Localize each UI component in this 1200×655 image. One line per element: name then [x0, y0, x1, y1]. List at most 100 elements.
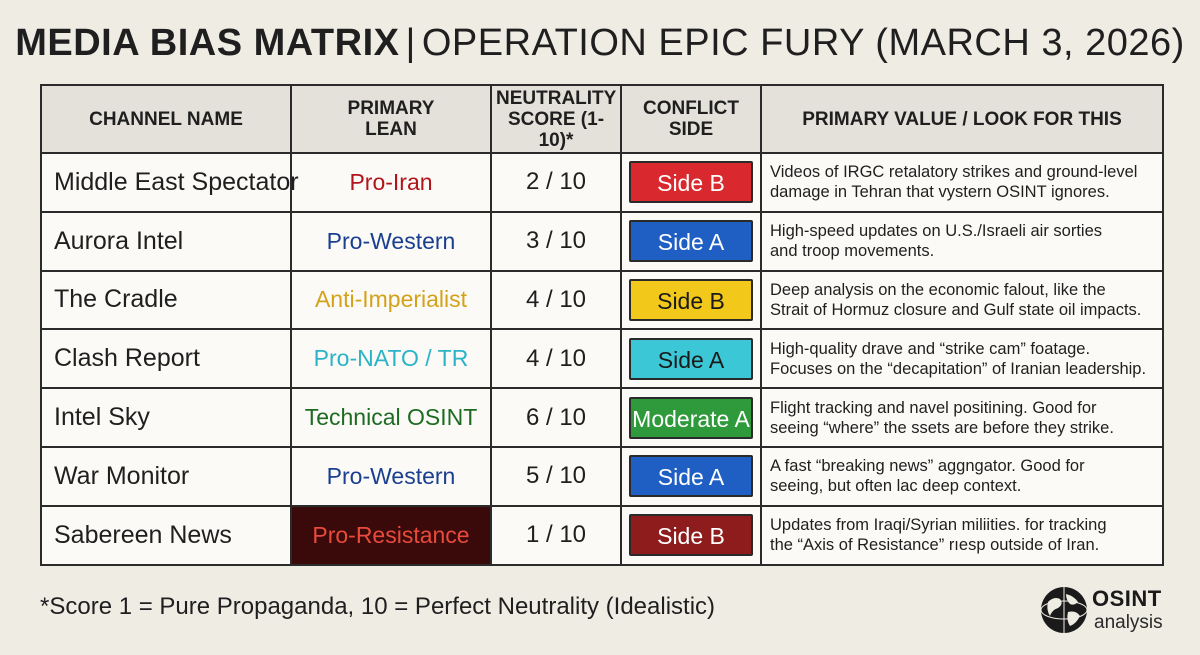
- primary-value-line: Deep analysis on the economic falout, li…: [770, 280, 1106, 299]
- primary-value-cell: Deep analysis on the economic falout, li…: [760, 269, 1164, 331]
- neutrality-score-cell: 2 / 10: [490, 152, 622, 213]
- neutrality-score: 1 / 10: [525, 521, 587, 549]
- primary-lean: Pro-Western: [326, 227, 456, 254]
- primary-lean-cell: Technical OSINT: [290, 387, 492, 448]
- channel-name: Clash Report: [54, 344, 200, 373]
- primary-value-cell: Flight tracking and navel positining. Go…: [760, 387, 1164, 448]
- primary-lean-cell: Pro-Western: [290, 445, 492, 507]
- primary-value-line: A fast “breaking news” aggngator. Good f…: [770, 457, 1085, 476]
- title-main: MEDIA BIAS MATRIX: [15, 22, 400, 64]
- table-row: Middle East Spectator Pro-Iran 2 / 10 Side …: [40, 152, 1164, 213]
- footnote: *Score 1 = Pure Propaganda, 10 = Perfect…: [40, 593, 716, 620]
- conflict-side-cell: Side A: [620, 328, 762, 390]
- neutrality-score-cell: 6 / 10: [490, 387, 622, 448]
- table-row: Clash Report Pro-NATO / TR 4 / 10 Side A Hig…: [40, 328, 1164, 390]
- channel-name-cell: Sabereen News: [40, 504, 292, 566]
- primary-lean: Pro-Resistance: [312, 521, 470, 548]
- primary-lean-cell: Pro-Western: [290, 210, 492, 272]
- channel-name-cell: Clash Report: [40, 328, 292, 390]
- channel-name: War Monitor: [54, 461, 190, 490]
- channel-name: Aurora Intel: [54, 226, 184, 255]
- page-title: MEDIA BIAS MATRIX | OPERATION EPIC FURY (M…: [0, 22, 1200, 65]
- header-row: CHANNEL NAME PRIMARY LEAN NEUTRALITY SCORE…: [40, 84, 1164, 154]
- channel-name: The Cradle: [54, 285, 178, 314]
- conflict-side-badge: Side A: [629, 220, 753, 263]
- header-conflict-side: CONFLICT SIDE: [620, 84, 762, 154]
- channel-name-cell: Aurora Intel: [40, 210, 292, 272]
- conflict-side-cell: Side A: [620, 210, 762, 272]
- osint-analysis-logo: OSINT analysis: [1038, 584, 1168, 640]
- primary-lean-cell: Pro-Resistance: [290, 504, 492, 566]
- primary-lean: Pro-NATO / TR: [313, 345, 469, 372]
- primary-value-line: damage in Tehran that vystern OSINT igno…: [770, 183, 1110, 202]
- channel-name: Intel Sky: [54, 403, 150, 432]
- table-row: Sabereen News Pro-Resistance 1 / 10 Side B U…: [40, 504, 1164, 566]
- logo-text-osint: OSINT: [1092, 586, 1162, 611]
- neutrality-score-cell: 1 / 10: [490, 504, 622, 566]
- title-subtitle: OPERATION EPIC FURY (MARCH 3, 2026): [421, 22, 1185, 64]
- neutrality-score: 5 / 10: [525, 462, 587, 490]
- primary-value-line: Updates from Iraqi/Syrian miliities. for…: [770, 516, 1107, 535]
- table-row: War Monitor Pro-Western 5 / 10 Side A A fast…: [40, 445, 1164, 507]
- primary-value-line: Strait of Hormuz closure and Gulf state …: [770, 300, 1142, 319]
- conflict-side-cell: Side B: [620, 504, 762, 566]
- neutrality-score-cell: 4 / 10: [490, 269, 622, 331]
- globe-icon: [1040, 587, 1088, 633]
- primary-lean: Anti-Imperialist: [314, 286, 468, 313]
- table-row: Aurora Intel Pro-Western 3 / 10 Side A High-…: [40, 210, 1164, 272]
- conflict-side-badge: Side B: [629, 278, 753, 321]
- conflict-side-badge: Side A: [629, 337, 753, 380]
- conflict-side-badge: Side B: [629, 514, 753, 557]
- bias-matrix-table: CHANNEL NAME PRIMARY LEAN NEUTRALITY SCORE…: [40, 84, 1164, 566]
- table-row: The Cradle Anti-Imperialist 4 / 10 Side B De…: [40, 269, 1164, 331]
- primary-value-cell: High-speed updates on U.S./Israeli air s…: [760, 210, 1164, 272]
- neutrality-score-cell: 4 / 10: [490, 328, 622, 390]
- header-primary-value: PRIMARY VALUE / LOOK FOR THIS: [760, 84, 1164, 154]
- primary-value-line: seeing “where” the ssets are before they…: [770, 418, 1114, 437]
- primary-value-line: High-speed updates on U.S./Israeli air s…: [770, 222, 1102, 241]
- primary-value-line: Videos of IRGC retalatory strikes and gr…: [770, 163, 1138, 182]
- neutrality-score-cell: 3 / 10: [490, 210, 622, 272]
- table-row: Intel Sky Technical OSINT 6 / 10 Moderate A…: [40, 387, 1164, 448]
- primary-value-line: and troop movements.: [770, 242, 935, 261]
- neutrality-score: 6 / 10: [525, 403, 587, 431]
- neutrality-score: 4 / 10: [525, 285, 587, 313]
- channel-name: Middle East Spectator: [54, 167, 299, 196]
- conflict-side-badge: Moderate A: [629, 396, 753, 439]
- primary-value-cell: High-quality drave and “strike cam” foat…: [760, 328, 1164, 390]
- primary-value-cell: Videos of IRGC retalatory strikes and gr…: [760, 152, 1164, 213]
- primary-lean-cell: Anti-Imperialist: [290, 269, 492, 331]
- header-channel-name: CHANNEL NAME: [40, 84, 292, 154]
- primary-lean-cell: Pro-Iran: [290, 152, 492, 213]
- channel-name-cell: Intel Sky: [40, 387, 292, 448]
- header-primary-lean: PRIMARY LEAN: [290, 84, 492, 154]
- header-neutrality-score: NEUTRALITY SCORE (1-10)*: [490, 84, 622, 154]
- primary-value-cell: Updates from Iraqi/Syrian miliities. for…: [760, 504, 1164, 566]
- channel-name-cell: Middle East Spectator: [40, 152, 299, 213]
- conflict-side-cell: Side B: [620, 269, 762, 331]
- primary-value-line: the “Axis of Resistance” rıesp outside o…: [770, 536, 1100, 555]
- logo-text-analysis: analysis: [1094, 612, 1163, 633]
- conflict-side-badge: Side B: [629, 161, 753, 204]
- neutrality-score: 2 / 10: [525, 168, 587, 196]
- channel-name-cell: War Monitor: [40, 445, 292, 507]
- channel-name: Sabereen News: [54, 520, 232, 549]
- conflict-side-badge: Side A: [629, 455, 753, 498]
- primary-value-line: Focuses on the “decapitation” of Iranian…: [770, 359, 1147, 378]
- conflict-side-cell: Moderate A: [620, 387, 762, 448]
- neutrality-score-cell: 5 / 10: [490, 445, 622, 507]
- primary-value-line: Flight tracking and navel positining. Go…: [770, 398, 1097, 417]
- primary-lean: Pro-Western: [326, 462, 456, 489]
- conflict-side-cell: Side B: [620, 152, 762, 213]
- primary-lean: Technical OSINT: [304, 404, 478, 431]
- title-separator: |: [405, 22, 416, 64]
- primary-value-cell: A fast “breaking news” aggngator. Good f…: [760, 445, 1164, 507]
- primary-lean-cell: Pro-NATO / TR: [290, 328, 492, 390]
- neutrality-score: 3 / 10: [525, 227, 587, 255]
- conflict-side-cell: Side A: [620, 445, 762, 507]
- primary-lean: Pro-Iran: [349, 168, 433, 195]
- neutrality-score: 4 / 10: [525, 344, 587, 372]
- channel-name-cell: The Cradle: [40, 269, 292, 331]
- primary-value-line: High-quality drave and “strike cam” foat…: [770, 339, 1091, 358]
- primary-value-line: seeing, but often lac deep context.: [770, 477, 1022, 496]
